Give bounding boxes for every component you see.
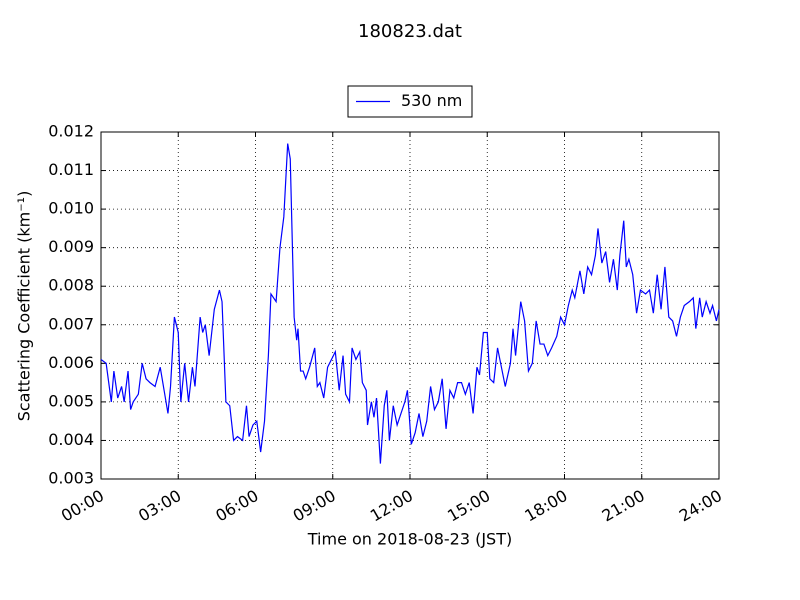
y-axis-label: Scattering Coefficient (km⁻¹)	[15, 191, 34, 422]
x-tick-label: 24:00	[676, 486, 725, 526]
x-tick-label: 09:00	[290, 486, 339, 526]
x-tick-label: 15:00	[444, 486, 493, 526]
x-tick-label: 00:00	[58, 486, 107, 526]
y-tick-label: 0.007	[48, 314, 94, 333]
legend-label: 530 nm	[401, 91, 462, 110]
data-line	[100, 143, 720, 464]
y-tick-label: 0.005	[48, 391, 94, 410]
y-tick-label: 0.012	[48, 122, 94, 141]
chart-title: 180823.dat	[358, 21, 462, 42]
y-tick-label: 0.010	[48, 199, 94, 218]
x-tick-label: 12:00	[367, 486, 416, 526]
y-tick-label: 0.009	[48, 237, 94, 256]
y-tick-label: 0.003	[48, 469, 94, 488]
x-axis-label: Time on 2018-08-23 (JST)	[307, 530, 512, 549]
x-tick-label: 03:00	[135, 486, 184, 526]
x-tick-label: 06:00	[212, 486, 261, 526]
x-tick-label: 21:00	[599, 486, 648, 526]
x-tick-label: 18:00	[521, 486, 570, 526]
y-tick-label: 0.011	[48, 160, 94, 179]
y-tick-label: 0.006	[48, 353, 94, 372]
plot-frame	[100, 131, 720, 480]
y-tick-label: 0.004	[48, 430, 94, 449]
y-tick-label: 0.008	[48, 276, 94, 295]
